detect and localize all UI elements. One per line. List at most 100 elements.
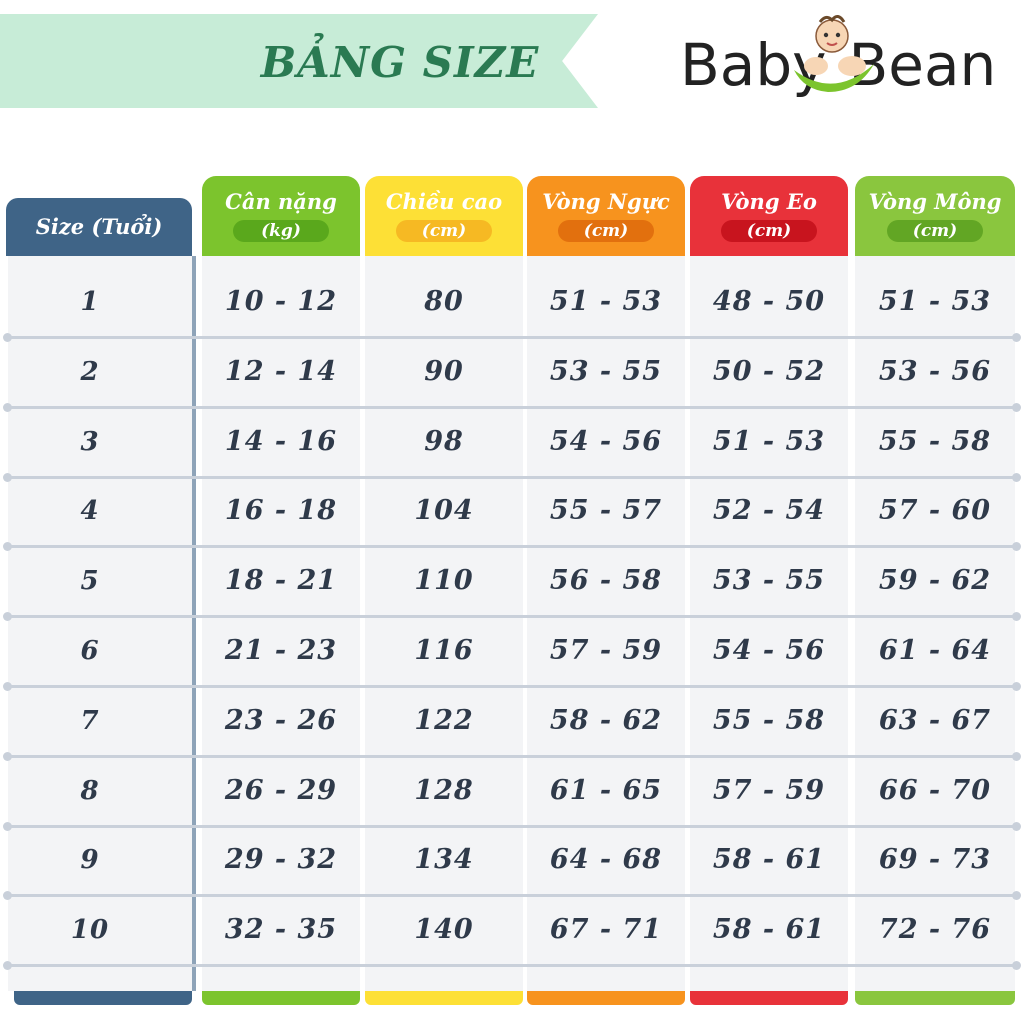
size-cell: 1 bbox=[80, 287, 100, 317]
column-header-4: Vòng Eo (cm) bbox=[690, 176, 848, 256]
column-header-5: Vòng Mông (cm) bbox=[855, 176, 1015, 256]
column-header-unit: (cm) bbox=[396, 220, 492, 242]
column-header-1: Cân nặng (kg) bbox=[202, 176, 360, 256]
table-cell: 134 bbox=[414, 844, 474, 876]
column-bg-3 bbox=[527, 256, 685, 991]
table-cell: 61 - 64 bbox=[878, 635, 992, 666]
column-header-label: Vòng Mông bbox=[868, 189, 1002, 214]
table-cell: 54 - 56 bbox=[549, 425, 663, 457]
title-banner bbox=[0, 14, 598, 108]
size-cell: 8 bbox=[80, 775, 100, 806]
babybean-logo: Baby Bean bbox=[680, 8, 1010, 104]
table-cell: 128 bbox=[414, 774, 474, 806]
table-cell: 66 - 70 bbox=[878, 774, 992, 806]
table-cell: 122 bbox=[414, 704, 474, 736]
table-cell: 72 - 76 bbox=[878, 914, 992, 946]
table-cell: 59 - 62 bbox=[878, 565, 992, 597]
table-cell: 63 - 67 bbox=[878, 704, 992, 736]
table-cell: 55 - 58 bbox=[878, 425, 992, 457]
table-cell: 53 - 55 bbox=[549, 355, 663, 387]
row-divider bbox=[3, 682, 1021, 691]
table-cell: 140 bbox=[414, 914, 474, 946]
table-cell: 55 - 57 bbox=[549, 495, 663, 527]
size-column-header: Size (Tuổi) bbox=[6, 198, 192, 256]
column-bg-5 bbox=[855, 256, 1015, 991]
size-cell: 10 bbox=[70, 915, 110, 946]
column-header-2: Chiều cao (cm) bbox=[365, 176, 523, 256]
table-cell: 58 - 61 bbox=[712, 844, 826, 876]
size-cell: 4 bbox=[80, 496, 100, 527]
column-header-label: Vòng Eo bbox=[721, 189, 817, 214]
table-cell: 55 - 58 bbox=[712, 704, 826, 736]
table-cell: 14 - 16 bbox=[224, 425, 338, 457]
table-cell: 104 bbox=[414, 495, 474, 527]
column-footer-2 bbox=[365, 991, 523, 1005]
row-divider bbox=[3, 542, 1021, 552]
column-header-label: Chiều cao bbox=[385, 189, 503, 214]
size-cell: 3 bbox=[80, 426, 100, 457]
column-header-unit: (cm) bbox=[721, 220, 817, 242]
table-cell: 53 - 55 bbox=[712, 565, 826, 597]
table-cell: 56 - 58 bbox=[549, 565, 663, 597]
row-divider bbox=[3, 961, 1021, 971]
table-cell: 53 - 56 bbox=[878, 355, 992, 387]
row-divider bbox=[3, 472, 1021, 482]
table-cell: 23 - 26 bbox=[224, 704, 338, 736]
table-cell: 10 - 12 bbox=[224, 286, 338, 317]
row-divider bbox=[3, 402, 1021, 412]
table-cell: 12 - 14 bbox=[224, 355, 338, 387]
column-header-unit: (cm) bbox=[558, 220, 654, 242]
table-cell: 58 - 61 bbox=[712, 914, 826, 946]
size-cell: 5 bbox=[80, 566, 100, 597]
table-cell: 32 - 35 bbox=[224, 914, 338, 946]
table-cell: 98 bbox=[424, 425, 464, 457]
table-cell: 26 - 29 bbox=[224, 774, 338, 806]
size-cell: 9 bbox=[80, 845, 100, 876]
row-divider bbox=[3, 612, 1021, 622]
column-bg-1 bbox=[202, 256, 360, 991]
column-bg-2 bbox=[365, 256, 523, 991]
column-header-label: Vòng Ngực bbox=[542, 189, 670, 214]
size-cell: 7 bbox=[80, 705, 100, 736]
size-cell: 2 bbox=[80, 356, 100, 387]
size-cell: 6 bbox=[80, 636, 100, 666]
table-cell: 21 - 23 bbox=[224, 635, 338, 666]
column-header-label: Cân nặng bbox=[225, 189, 337, 214]
column-bg-4 bbox=[690, 256, 848, 991]
column-footer-1 bbox=[202, 991, 360, 1005]
column-header-3: Vòng Ngực (cm) bbox=[527, 176, 685, 256]
table-cell: 51 - 53 bbox=[712, 425, 826, 457]
table-cell: 48 - 50 bbox=[712, 286, 826, 317]
row-divider bbox=[3, 821, 1021, 831]
size-divider-line bbox=[192, 256, 196, 991]
table-cell: 18 - 21 bbox=[224, 565, 338, 597]
table-cell: 58 - 62 bbox=[549, 704, 663, 736]
size-column-footer bbox=[14, 991, 192, 1005]
table-cell: 90 bbox=[424, 355, 464, 387]
row-divider bbox=[3, 891, 1021, 901]
page-title: BẢNG SIZE bbox=[260, 38, 540, 87]
table-cell: 61 - 65 bbox=[549, 774, 663, 806]
row-divider bbox=[3, 751, 1021, 761]
column-header-unit: (cm) bbox=[887, 220, 983, 242]
table-cell: 51 - 53 bbox=[878, 286, 992, 317]
column-footer-3 bbox=[527, 991, 685, 1005]
logo-word-baby: Baby bbox=[680, 31, 827, 99]
baby-in-pod-icon bbox=[794, 15, 874, 92]
table-cell: 69 - 73 bbox=[878, 844, 992, 876]
table-cell: 57 - 59 bbox=[712, 774, 826, 806]
table-cell: 116 bbox=[414, 635, 474, 666]
table-cell: 67 - 71 bbox=[549, 914, 663, 946]
table-cell: 16 - 18 bbox=[224, 495, 338, 527]
size-column-bg bbox=[8, 256, 192, 991]
table-cell: 80 bbox=[424, 286, 464, 317]
table-cell: 64 - 68 bbox=[549, 844, 663, 876]
column-header-unit: (kg) bbox=[233, 220, 329, 242]
table-cell: 57 - 60 bbox=[878, 495, 992, 527]
column-footer-5 bbox=[855, 991, 1015, 1005]
table-cell: 52 - 54 bbox=[712, 495, 826, 527]
table-cell: 29 - 32 bbox=[224, 844, 338, 876]
table-cell: 110 bbox=[414, 565, 474, 597]
table-cell: 51 - 53 bbox=[549, 286, 663, 317]
table-cell: 50 - 52 bbox=[712, 355, 826, 387]
